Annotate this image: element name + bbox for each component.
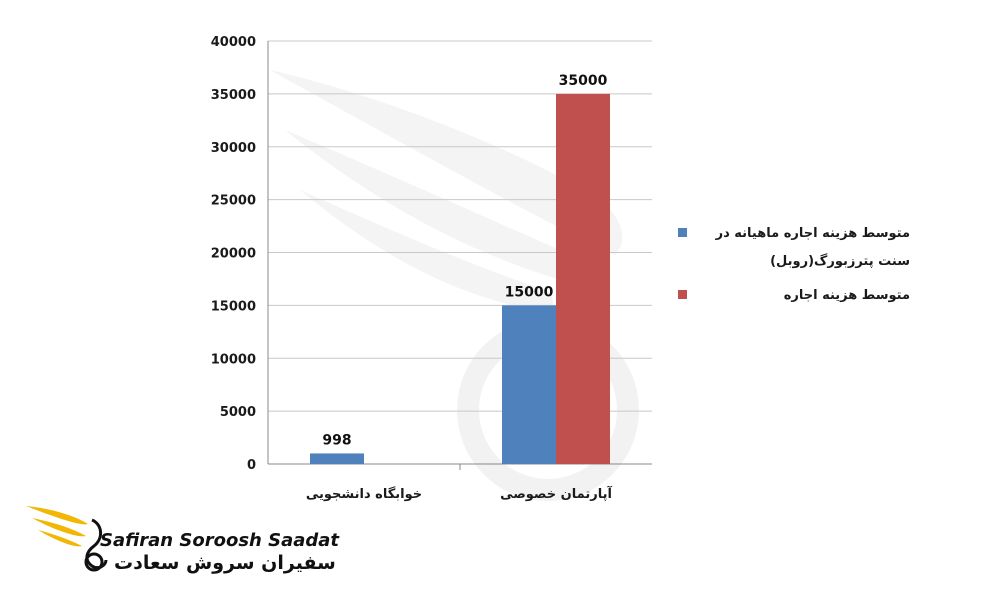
bar [556, 93, 610, 464]
data-labels: 998 15000 35000 [322, 73, 607, 449]
wing-watermark-icon [270, 70, 639, 501]
legend-swatch-blue [678, 228, 687, 237]
wing-swan-icon [26, 506, 108, 572]
legend-label: متوسط هزینه اجاره ماهیانه در سنت پترزبور… [715, 226, 910, 269]
bar [310, 453, 364, 464]
bar [502, 305, 556, 464]
legend-swatch-red [678, 290, 687, 299]
legend-item-average-rent: متوسط هزینه اجاره [660, 282, 910, 310]
y-axis: 0 5000 10000 15000 20000 25000 30000 35000 40000 [211, 35, 256, 473]
y-tick-label: 25000 [211, 194, 256, 209]
y-tick-label: 5000 [220, 405, 256, 420]
legend-item-monthly-rent: متوسط هزینه اجاره ماهیانه در سنت پترزبور… [660, 220, 910, 276]
legend-label: متوسط هزینه اجاره [783, 288, 910, 303]
y-tick-label: 35000 [211, 88, 256, 103]
y-tick-label: 0 [247, 458, 256, 473]
x-tick-label: خوابگاه دانشجویی [306, 486, 422, 502]
y-tick-label: 30000 [211, 141, 256, 156]
y-tick-label: 10000 [211, 352, 256, 367]
data-label: 15000 [505, 284, 554, 300]
brand-logo: Safiran Soroosh Saadat سفیران سروش سعادت [22, 500, 339, 580]
brand-name-en: Safiran Soroosh Saadat [100, 530, 340, 551]
y-tick-label: 40000 [211, 35, 256, 50]
y-tick-label: 20000 [211, 247, 256, 262]
data-label: 998 [322, 432, 351, 448]
data-label: 35000 [559, 73, 608, 89]
x-tick-label: آپارتمان خصوصی [500, 485, 612, 502]
legend: متوسط هزینه اجاره ماهیانه در سنت پترزبور… [660, 220, 910, 316]
y-tick-label: 15000 [211, 299, 256, 314]
bars [310, 93, 610, 464]
x-axis: خوابگاه دانشجویی آپارتمان خصوصی [306, 485, 613, 502]
brand-name-fa: سفیران سروش سعادت [114, 552, 336, 574]
